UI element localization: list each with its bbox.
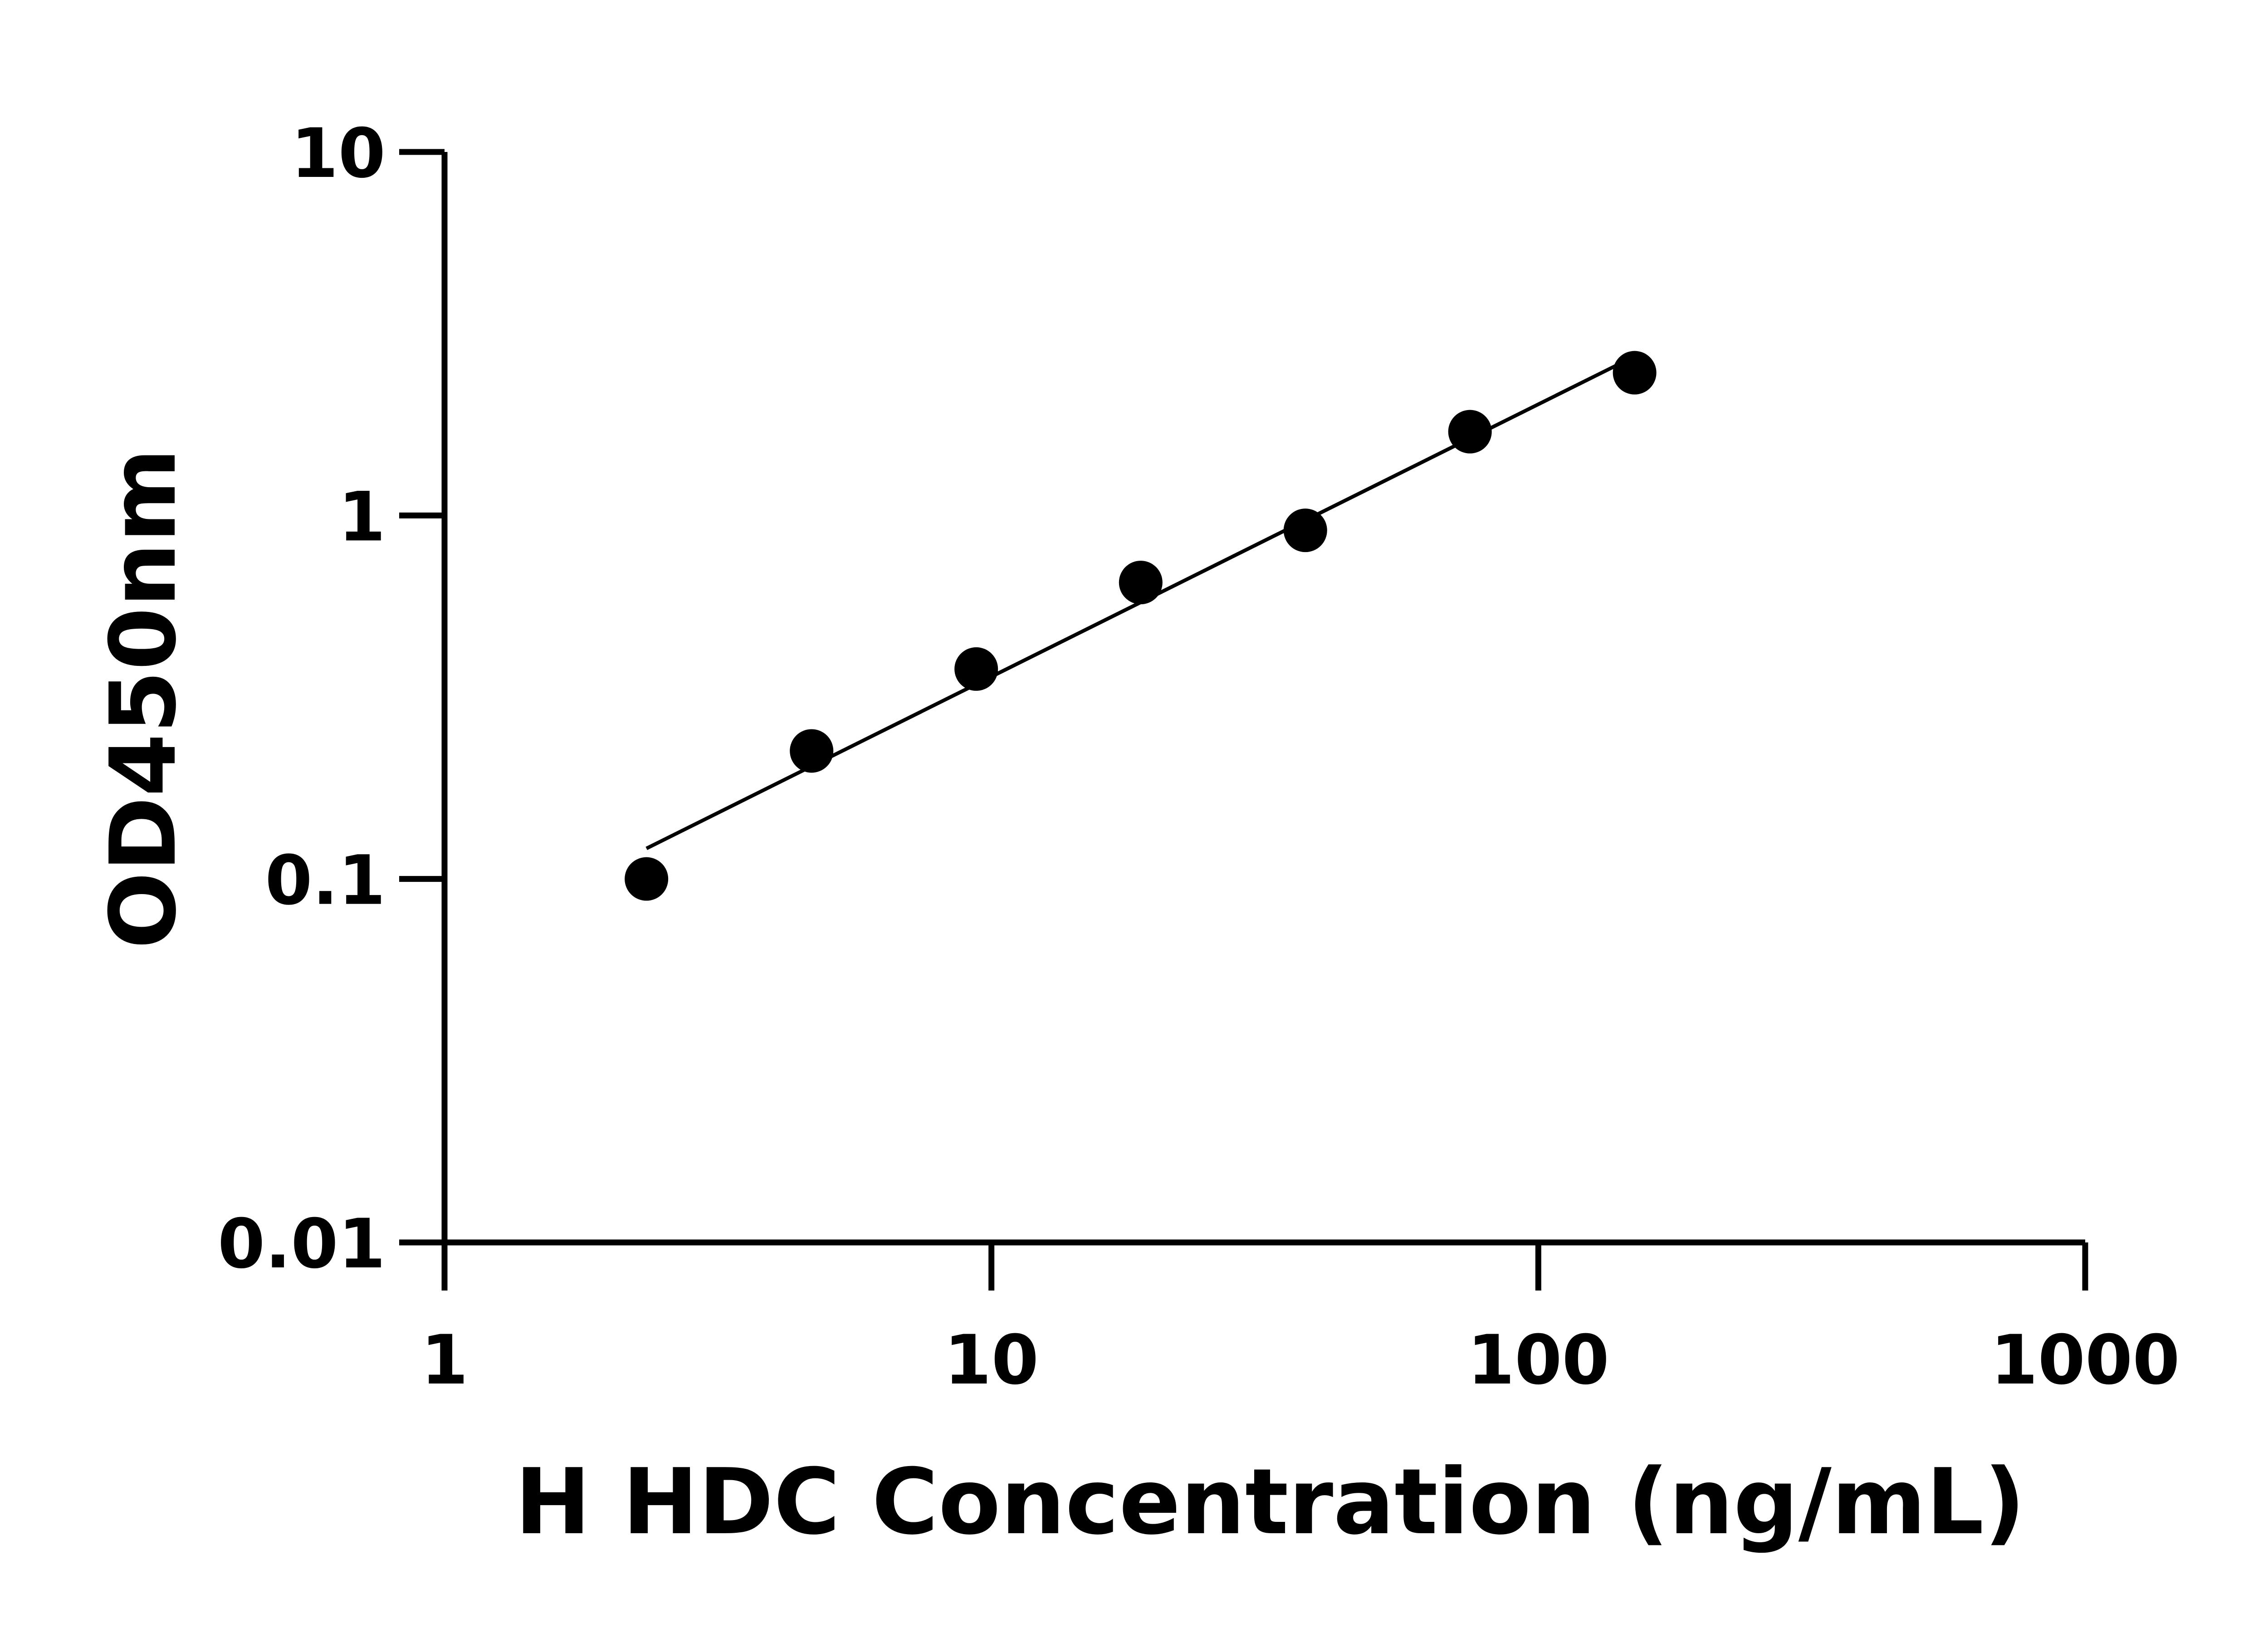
data-point [625, 857, 669, 901]
y-tick-label: 1 [338, 478, 386, 557]
data-points [625, 351, 1657, 901]
x-axis-title: H HDC Concentration (ng/mL) [515, 1449, 2025, 1555]
x-tick-label: 1 [421, 1321, 468, 1400]
axes [399, 149, 2088, 1291]
data-point [1119, 561, 1163, 605]
y-axis-title: OD450nm [91, 448, 196, 949]
y-tick-label: 0.01 [218, 1205, 386, 1284]
data-point [790, 729, 834, 773]
y-tick-label: 0.1 [265, 841, 386, 920]
data-point [1613, 351, 1657, 395]
data-point [954, 647, 998, 691]
x-tick-label: 10 [944, 1321, 1039, 1400]
x-tick-label: 100 [1467, 1321, 1609, 1400]
tick-labels: 0.01 0.1 1 10 1 10 100 1000 [218, 114, 2180, 1400]
data-point [1448, 410, 1492, 454]
y-tick-label: 10 [291, 114, 386, 193]
x-tick-label: 1000 [1990, 1321, 2180, 1400]
data-point [1283, 508, 1327, 552]
